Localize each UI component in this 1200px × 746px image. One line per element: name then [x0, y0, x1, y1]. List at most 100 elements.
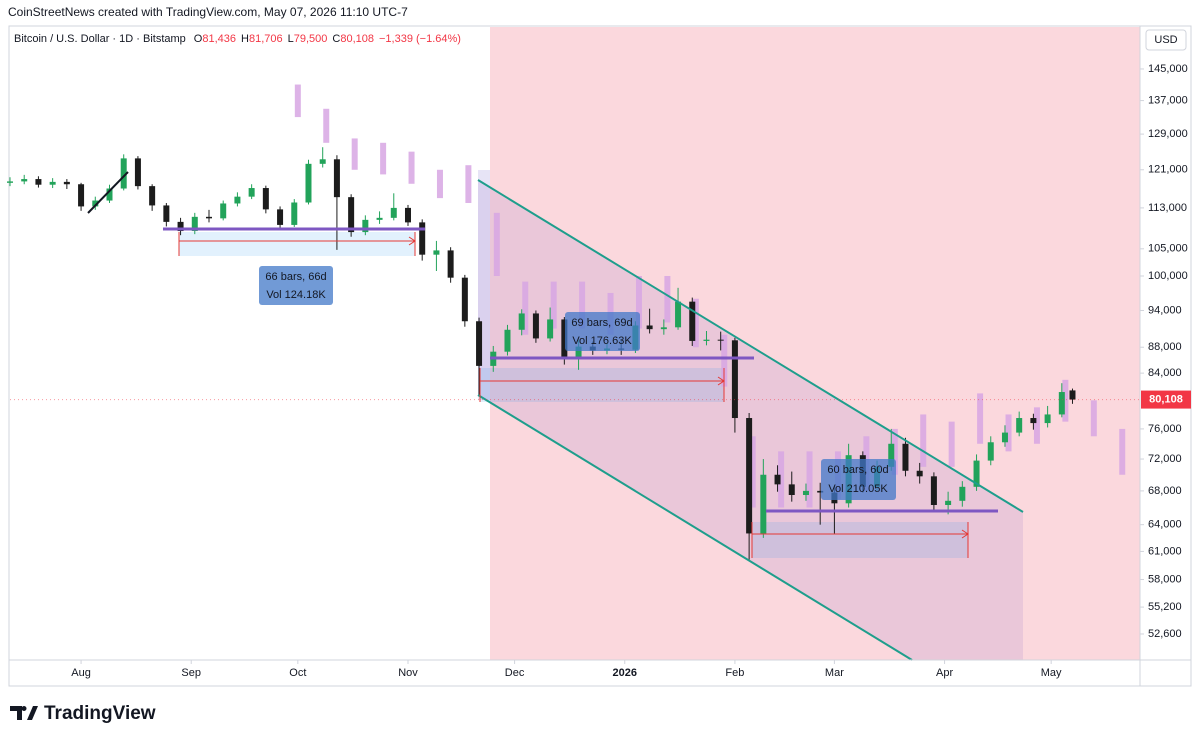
y-tick-label: 52,600	[1148, 628, 1182, 640]
x-tick-label: Dec	[505, 667, 525, 679]
candle-body	[788, 484, 795, 496]
candle-body	[277, 209, 284, 225]
candle-body	[78, 184, 85, 207]
projection-bar	[977, 393, 984, 444]
measure-volume: Vol 176.63K	[572, 335, 632, 347]
ohlc-value: 81,436	[202, 33, 236, 45]
candle-body	[660, 327, 667, 330]
candle-body	[92, 200, 99, 207]
candle-body	[305, 163, 312, 203]
candle-body	[106, 188, 113, 201]
brand-name: TradingView	[44, 703, 156, 724]
candle-body	[888, 443, 895, 467]
candle-body	[149, 186, 156, 206]
projection-bar	[920, 414, 927, 467]
currency-box[interactable]	[1145, 29, 1187, 51]
candle-body	[760, 474, 767, 534]
candle-body	[248, 188, 255, 197]
projection-bar	[550, 281, 557, 329]
y-tick-label: 58,000	[1148, 573, 1182, 585]
candle-body	[1001, 432, 1008, 443]
candle-body	[220, 203, 227, 219]
measure-volume: Vol 124.18K	[266, 289, 326, 301]
projection-bar	[323, 108, 330, 143]
measure-box	[821, 459, 896, 500]
candle-body	[774, 474, 781, 485]
x-tick-label: Apr	[936, 667, 953, 679]
ohlc-label: C	[332, 33, 340, 45]
candle-body	[205, 216, 212, 219]
candle-body	[447, 250, 454, 278]
candle-body	[35, 179, 42, 185]
projection-bar	[806, 451, 813, 508]
y-tick-label: 68,000	[1148, 485, 1182, 497]
candle-body	[817, 490, 824, 493]
y-tick-label: 145,000	[1148, 63, 1188, 75]
candle-body	[291, 202, 298, 225]
x-tick-label: Nov	[398, 667, 418, 679]
change: −1,339 (−1.64%)	[379, 33, 461, 45]
candle-body	[63, 181, 70, 185]
candle-body	[746, 418, 753, 534]
credit: CoinStreetNews created with TradingView.…	[8, 5, 408, 19]
y-tick-label: 100,000	[1148, 270, 1188, 282]
candle-body	[120, 158, 127, 189]
candle-body	[717, 339, 724, 341]
x-tick-label: Mar	[825, 667, 844, 679]
candle-body	[703, 339, 710, 341]
candle-body	[390, 207, 397, 218]
projection-bar	[948, 421, 955, 467]
projection-bar	[891, 428, 898, 475]
ohlc-value: 81,706	[249, 33, 283, 45]
ohlc-label: L	[288, 33, 294, 45]
last-price-tag	[1141, 390, 1191, 409]
measure-box	[565, 312, 640, 351]
projection-bar	[778, 451, 785, 508]
projection-bar	[1033, 407, 1040, 444]
y-tick-label: 84,000	[1148, 367, 1182, 379]
projection-bar	[1090, 400, 1097, 437]
candle-body	[1044, 414, 1051, 424]
measure-box	[259, 266, 333, 305]
brand-icon	[10, 706, 38, 720]
candle-body	[262, 188, 269, 210]
x-tick-label: Feb	[725, 667, 744, 679]
candle-body	[333, 159, 340, 198]
candle-body	[945, 500, 952, 505]
candle-body	[930, 476, 937, 505]
measure-bars: 66 bars, 66d	[265, 271, 326, 283]
candle-body	[191, 216, 198, 232]
candle-body	[1069, 390, 1076, 400]
y-tick-label: 113,000	[1148, 202, 1187, 214]
currency: USD	[1154, 34, 1177, 46]
projection-bar	[294, 84, 301, 118]
channel-line	[477, 394, 913, 661]
candle-body	[433, 250, 440, 255]
candle-body	[476, 321, 483, 366]
y-tick-label: 72,000	[1148, 453, 1182, 465]
candle-body	[518, 313, 525, 330]
projection-bar	[408, 151, 415, 184]
projection-bar	[380, 142, 387, 175]
candle-body	[532, 313, 539, 339]
price-axis-bg	[1140, 27, 1190, 685]
candle-body	[504, 329, 511, 352]
x-tick-label: Oct	[289, 667, 306, 679]
y-tick-label: 61,000	[1148, 545, 1182, 557]
candle-body	[461, 277, 468, 322]
candle-body	[1058, 392, 1065, 415]
x-tick-label: Aug	[71, 667, 91, 679]
projection-bar	[465, 165, 472, 203]
range-box	[480, 368, 724, 402]
projection-bar	[351, 138, 358, 170]
candle-body	[916, 470, 923, 477]
last-price-label: 80,108	[1149, 393, 1183, 405]
candle-body	[362, 219, 369, 233]
candle-body	[1016, 418, 1023, 433]
range-box	[179, 232, 415, 256]
candle-body	[49, 181, 56, 185]
candle-body	[376, 217, 383, 220]
